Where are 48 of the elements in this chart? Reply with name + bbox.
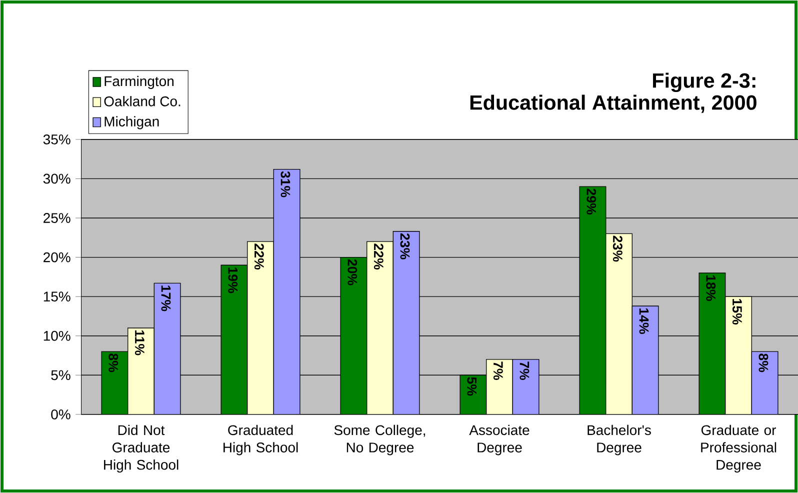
y-tick-label: 25% [44,213,70,223]
bar [579,186,606,414]
data-label: 17% [161,286,171,312]
x-tick-label: Graduate or Professional Degree [701,424,776,473]
y-tick-label: 0% [51,409,70,420]
bar [698,272,726,414]
data-label: 15% [732,299,742,324]
data-label: 31% [280,171,290,198]
data-label: 18% [706,275,716,301]
x-tick-label: Graduated High School [224,424,298,456]
data-label: 7% [493,362,503,380]
x-tick-label: Some College, No Degree [334,424,426,456]
y-tick-label: 35% [43,134,70,144]
data-label: 22% [254,244,264,270]
y-tick-label: 5% [51,370,70,380]
bar [340,256,368,414]
chart-title: Figure 2-3: [653,72,756,92]
x-tick-label: Bachelor's Degree [588,424,651,456]
bar [220,264,248,414]
legend-label: Michigan [104,116,159,130]
data-label: 29% [586,188,596,214]
data-label: 11% [134,330,144,356]
y-tick-label: 15% [44,292,70,302]
x-tick-label: Did Not Graduate High School [104,424,178,473]
data-label: 20% [348,259,358,286]
x-tick-label: Associate Degree [469,424,530,456]
data-label: 23% [400,233,410,260]
legend-label: Farmington [104,76,174,89]
legend-label: Oakland Co. [104,96,180,106]
bar [273,168,300,414]
data-label: 8% [108,354,118,372]
bar [392,231,420,414]
data-label: 8% [758,354,768,372]
bar [154,282,181,414]
chart-subtitle: Educational Attainment, 2000 [470,94,756,113]
data-label: 7% [520,362,530,380]
y-tick-label: 30% [43,174,70,184]
bar [632,306,659,414]
data-label: 19% [228,268,238,294]
bar [101,351,128,414]
bar [751,351,778,414]
data-label: 23% [612,236,622,262]
y-tick-label: 10% [44,330,70,341]
data-label: 22% [374,244,384,270]
data-label: 14% [639,308,649,334]
y-tick-label: 20% [44,252,70,262]
data-label: 5% [467,377,477,396]
bar [512,359,540,414]
